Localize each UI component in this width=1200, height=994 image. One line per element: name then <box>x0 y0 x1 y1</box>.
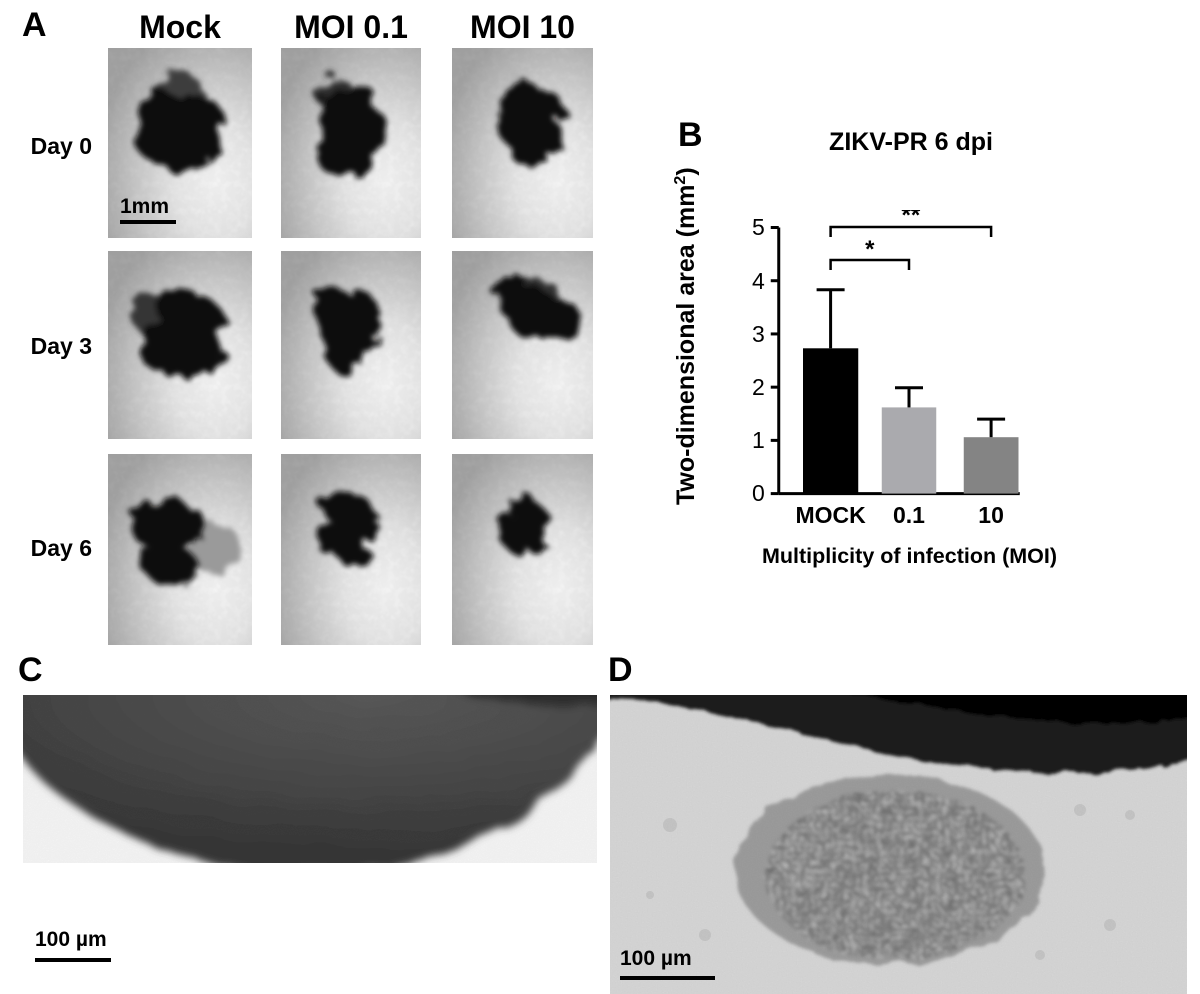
svg-text:4: 4 <box>752 268 765 294</box>
svg-text:2: 2 <box>752 374 765 400</box>
svg-text:5: 5 <box>752 214 765 240</box>
svg-text:MOCK: MOCK <box>795 502 866 528</box>
svg-text:Multiplicity of infection (MOI: Multiplicity of infection (MOI) <box>762 544 1057 568</box>
svg-text:3: 3 <box>752 321 765 347</box>
svg-text:*: * <box>865 236 875 263</box>
svg-text:0.1: 0.1 <box>893 502 925 528</box>
svg-text:10: 10 <box>978 502 1004 528</box>
svg-text:1: 1 <box>752 427 765 453</box>
svg-text:**: ** <box>902 210 921 229</box>
svg-text:0: 0 <box>752 480 765 506</box>
